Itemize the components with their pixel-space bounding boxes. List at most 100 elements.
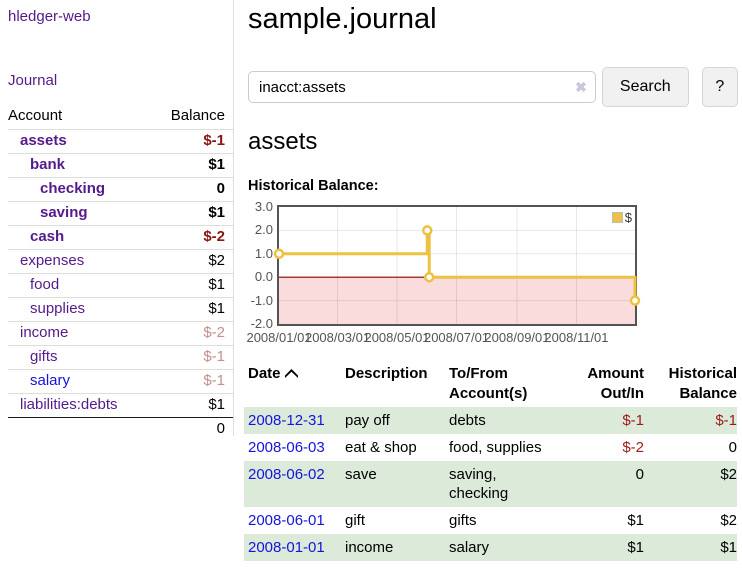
account-link-expenses[interactable]: expenses bbox=[20, 252, 85, 269]
register-header-description: Description bbox=[345, 365, 428, 382]
transaction-amount: $1 bbox=[627, 539, 644, 556]
page-title: sample.journal bbox=[248, 3, 437, 35]
register-row: 2008-01-01 income salary $1 $1 bbox=[244, 534, 737, 561]
transaction-balance: $2 bbox=[720, 512, 737, 529]
account-link-gifts[interactable]: gifts bbox=[30, 348, 58, 365]
account-balance: $-1 bbox=[203, 372, 225, 389]
account-balance: $-2 bbox=[203, 228, 225, 245]
transaction-description: save bbox=[345, 466, 377, 483]
register-header-date[interactable]: Date bbox=[244, 361, 341, 407]
register-header-row: Date Description To/From Account(s) Amou… bbox=[244, 361, 737, 407]
account-row-assets: assets $-1 bbox=[8, 129, 233, 154]
account-balance: $1 bbox=[208, 396, 225, 413]
x-axis-tick-label: 2008/05/01 bbox=[364, 330, 430, 345]
search-form: ✖ Search ? bbox=[248, 67, 738, 107]
account-balance: 0 bbox=[216, 180, 225, 197]
account-row-liabilities-debts: liabilities:debts $1 bbox=[8, 393, 233, 418]
transaction-accounts: food, supplies bbox=[449, 439, 542, 456]
transaction-date-link[interactable]: 2008-06-03 bbox=[248, 439, 325, 456]
account-balance: $-1 bbox=[203, 348, 225, 365]
x-axis-tick-label: 2008/07/01 bbox=[423, 330, 490, 345]
transaction-description: gift bbox=[345, 512, 366, 529]
search-input[interactable] bbox=[248, 71, 596, 103]
transaction-accounts: debts bbox=[449, 412, 486, 429]
accounts-table: Account Balance assets $-1 bank $1 check… bbox=[8, 105, 233, 441]
register-header-balance: Historical Balance bbox=[668, 365, 737, 402]
register-header-accounts: To/From Account(s) bbox=[449, 365, 528, 402]
chart-series-svg bbox=[273, 207, 641, 324]
transaction-date-link[interactable]: 2008-12-31 bbox=[248, 412, 325, 429]
x-axis-tick-label: 2008/11/01 bbox=[544, 330, 609, 345]
balance-chart: 3.0 2.0 1.0 0.0 -1.0 -2.0 $ 2008/01/01 2008/03… bbox=[246, 199, 742, 348]
account-row-supplies: supplies $1 bbox=[8, 297, 233, 322]
sidebar-item-journal[interactable]: Journal bbox=[8, 72, 58, 89]
transaction-description: eat & shop bbox=[345, 439, 417, 456]
account-row-checking: checking 0 bbox=[8, 177, 233, 202]
sort-ascending-icon bbox=[284, 364, 298, 384]
account-row-food: food $1 bbox=[8, 273, 233, 298]
account-link-liabilities-debts[interactable]: liabilities:debts bbox=[20, 396, 118, 413]
register-section: Date Description To/From Account(s) Amou… bbox=[244, 361, 737, 561]
transaction-date-link[interactable]: 2008-01-01 bbox=[248, 539, 325, 556]
account-row-bank: bank $1 bbox=[8, 153, 233, 178]
account-link-supplies[interactable]: supplies bbox=[30, 300, 86, 317]
account-row-expenses: expenses $2 bbox=[8, 249, 233, 274]
account-link-assets[interactable]: assets bbox=[20, 132, 67, 149]
account-link-checking[interactable]: checking bbox=[40, 180, 106, 197]
account-row-gifts: gifts $-1 bbox=[8, 345, 233, 370]
transaction-balance: $-1 bbox=[715, 412, 737, 429]
accounts-header-row: Account Balance bbox=[8, 105, 233, 130]
transaction-date-link[interactable]: 2008-06-01 bbox=[248, 512, 325, 529]
transaction-amount: $-2 bbox=[622, 439, 644, 456]
transaction-amount: $1 bbox=[627, 512, 644, 529]
register-header-amount: Amount Out/In bbox=[587, 365, 644, 402]
accounts-header-account: Account bbox=[8, 107, 63, 124]
transaction-balance: 0 bbox=[728, 439, 737, 456]
chart-title: Historical Balance: bbox=[248, 178, 379, 194]
search-button[interactable]: Search bbox=[601, 67, 689, 107]
y-axis-tick-label: 3.0 bbox=[254, 199, 273, 214]
sidebar: hledger-web Journal Account Balance asse… bbox=[0, 0, 234, 437]
chart-legend: $ bbox=[611, 210, 632, 225]
register-row: 2008-06-03 eat & shop food, supplies $-2… bbox=[244, 434, 737, 461]
transaction-balance: $2 bbox=[720, 466, 737, 483]
account-balance: $1 bbox=[208, 156, 225, 173]
account-row-salary: salary $-1 bbox=[8, 369, 233, 394]
account-row-saving: saving $1 bbox=[8, 201, 233, 226]
account-balance: $-1 bbox=[203, 132, 225, 149]
transaction-accounts: saving, checking bbox=[449, 466, 509, 502]
clear-search-icon[interactable]: ✖ bbox=[575, 79, 587, 95]
account-link-food[interactable]: food bbox=[30, 276, 60, 293]
transaction-accounts: gifts bbox=[449, 512, 477, 529]
transaction-description: pay off bbox=[345, 412, 390, 429]
account-balance: $2 bbox=[208, 252, 225, 269]
account-balance: $1 bbox=[208, 276, 225, 293]
x-axis-tick-label: 2008/01/01 bbox=[246, 330, 312, 345]
transaction-amount: $-1 bbox=[622, 412, 644, 429]
y-axis-tick-label: 2.0 bbox=[254, 222, 273, 238]
account-link-saving[interactable]: saving bbox=[40, 204, 88, 221]
transaction-accounts: salary bbox=[449, 539, 490, 556]
account-balance: $1 bbox=[208, 300, 225, 317]
transaction-balance: $1 bbox=[720, 539, 737, 556]
register-table: Date Description To/From Account(s) Amou… bbox=[244, 361, 737, 561]
help-button[interactable]: ? bbox=[701, 67, 738, 107]
register-row: 2008-06-02 save saving, checking 0 $2 bbox=[244, 461, 737, 507]
x-axis-tick-label: 2008/09/01 bbox=[484, 330, 550, 345]
account-balance: $1 bbox=[208, 204, 225, 221]
accounts-total-value: 0 bbox=[216, 420, 225, 437]
search-box: ✖ bbox=[248, 71, 596, 103]
account-link-income[interactable]: income bbox=[20, 324, 69, 341]
accounts-header-balance: Balance bbox=[170, 107, 225, 124]
account-link-salary[interactable]: salary bbox=[30, 372, 71, 389]
account-row-cash: cash $-2 bbox=[8, 225, 233, 250]
account-link-cash[interactable]: cash bbox=[30, 228, 65, 245]
legend-swatch-icon bbox=[611, 212, 623, 223]
transaction-description: income bbox=[345, 539, 394, 556]
app-title-link[interactable]: hledger-web bbox=[8, 8, 91, 25]
y-axis-tick-label: 0.0 bbox=[254, 269, 273, 285]
y-axis-tick-label: -1.0 bbox=[250, 292, 273, 308]
transaction-date-link[interactable]: 2008-06-02 bbox=[248, 466, 325, 483]
account-link-bank[interactable]: bank bbox=[30, 156, 66, 173]
register-header-date-label: Date bbox=[248, 365, 281, 382]
